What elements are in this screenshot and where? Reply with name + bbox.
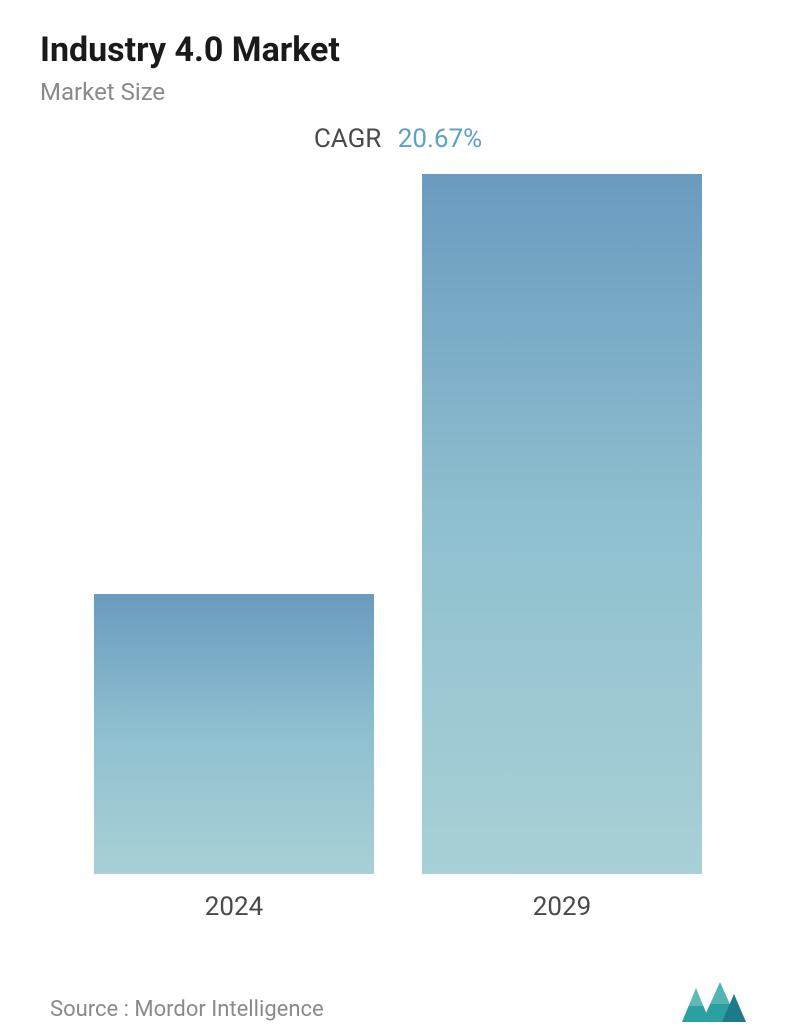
cagr-label: CAGR: [314, 124, 381, 154]
cagr-row: CAGR 20.67%: [40, 124, 756, 154]
bar-group-1: 2029: [422, 174, 702, 922]
bar-label-1: 2029: [533, 892, 591, 922]
footer: Source : Mordor Intelligence: [40, 982, 756, 1032]
cagr-value: 20.67%: [398, 124, 482, 154]
bar-0: [94, 594, 374, 874]
chart-subtitle: Market Size: [40, 78, 756, 106]
mordor-logo-icon: [682, 982, 746, 1022]
bar-1: [422, 174, 702, 874]
source-text: Source : Mordor Intelligence: [50, 997, 324, 1022]
chart-area: 2024 2029: [40, 174, 756, 982]
bar-label-0: 2024: [205, 892, 263, 922]
bar-group-0: 2024: [94, 594, 374, 922]
chart-title: Industry 4.0 Market: [40, 30, 756, 70]
chart-container: Industry 4.0 Market Market Size CAGR 20.…: [0, 0, 796, 1034]
